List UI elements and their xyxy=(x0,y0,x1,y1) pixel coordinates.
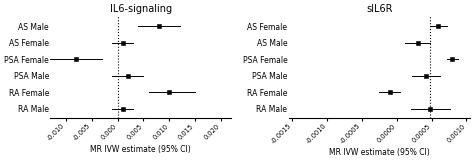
Title: sIL6R: sIL6R xyxy=(366,4,392,14)
Title: IL6-signaling: IL6-signaling xyxy=(110,4,172,14)
X-axis label: MR IVW estimate (95% CI): MR IVW estimate (95% CI) xyxy=(329,148,429,157)
X-axis label: MR IVW estimate (95% CI): MR IVW estimate (95% CI) xyxy=(91,145,191,154)
